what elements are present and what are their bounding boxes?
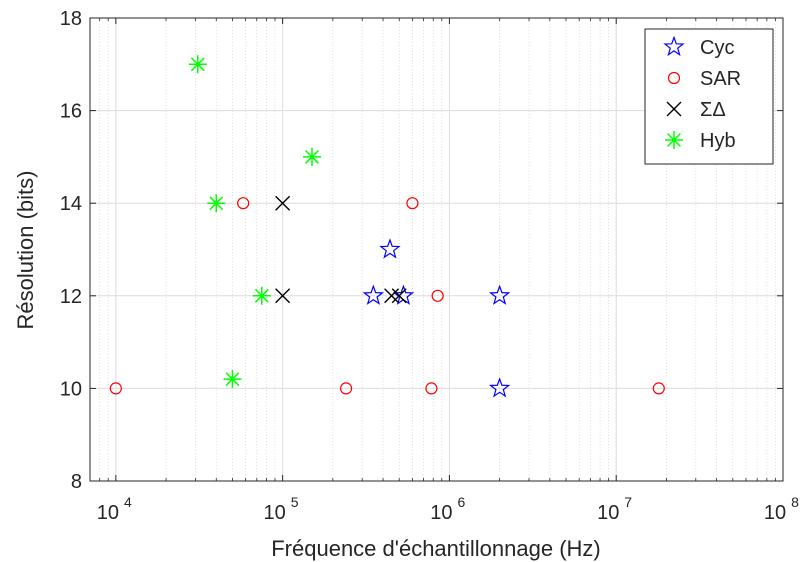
legend: Cyc SAR ΣΔ Hyb <box>644 28 774 165</box>
data-point-asterisk <box>188 55 207 74</box>
y-tick-label: 18 <box>60 8 82 30</box>
x-tick-label: 10 <box>597 502 619 524</box>
x-tick-label: 10 <box>430 502 452 524</box>
data-point-asterisk <box>223 370 242 389</box>
data-point-x <box>391 288 407 304</box>
legend-items: Cyc SAR ΣΔ Hyb <box>663 35 741 152</box>
y-axis-label: Résolution (bits) <box>13 171 38 330</box>
data-point-circle <box>431 289 444 302</box>
y-tick-label: 16 <box>60 101 82 123</box>
data-point-circle <box>406 197 419 210</box>
data-point-circle <box>109 382 122 395</box>
x-tick-label-exponent: 4 <box>124 494 132 510</box>
data-point-x <box>384 288 400 304</box>
data-point-star <box>362 284 385 305</box>
data-point-circle <box>339 382 353 395</box>
x-tick-label-exponent: 5 <box>291 494 299 510</box>
x-tick-label: 10 <box>264 502 286 524</box>
x-tick-label: 10 <box>97 502 119 524</box>
y-tick-labels: 8 10 12 14 16 18 <box>60 8 82 493</box>
y-tick-label: 10 <box>60 378 82 400</box>
legend-label: Hyb <box>700 130 736 152</box>
x-tick-label-exponent: 7 <box>624 494 632 510</box>
data-point-x <box>275 288 291 304</box>
x-axis-label: Fréquence d'échantillonnage (Hz) <box>271 536 601 561</box>
y-tick-label: 14 <box>60 193 82 215</box>
x-tick-labels: 10 4 10 5 10 6 10 7 10 8 <box>97 494 799 524</box>
y-tick-label: 12 <box>60 286 82 308</box>
legend-marker-asterisk <box>665 131 683 149</box>
legend-box <box>644 28 774 165</box>
legend-marker-star <box>663 35 685 57</box>
data-point-asterisk <box>207 194 226 213</box>
minor-grid <box>89 18 776 481</box>
x-tick-label: 10 <box>764 502 786 524</box>
y-tick-label: 8 <box>71 471 82 493</box>
data-markers <box>109 55 665 398</box>
legend-marker-x <box>666 101 682 117</box>
legend-label: SAR <box>700 68 741 90</box>
data-point-circle <box>425 382 438 395</box>
data-point-star <box>379 238 401 259</box>
legend-label: ΣΔ <box>700 99 726 121</box>
legend-label: Cyc <box>700 37 734 59</box>
data-point-circle <box>652 382 665 395</box>
data-point-asterisk <box>252 286 271 305</box>
x-tick-label-exponent: 8 <box>791 494 799 510</box>
data-point-circle <box>237 197 250 210</box>
data-point-x <box>275 195 291 211</box>
data-point-asterisk <box>302 147 321 166</box>
legend-marker-circle <box>667 71 681 85</box>
data-point-star <box>488 284 511 305</box>
data-point-star <box>488 377 511 398</box>
plot-frame <box>89 17 784 482</box>
x-tick-label-exponent: 6 <box>458 494 466 510</box>
axis-ticks <box>89 17 784 482</box>
